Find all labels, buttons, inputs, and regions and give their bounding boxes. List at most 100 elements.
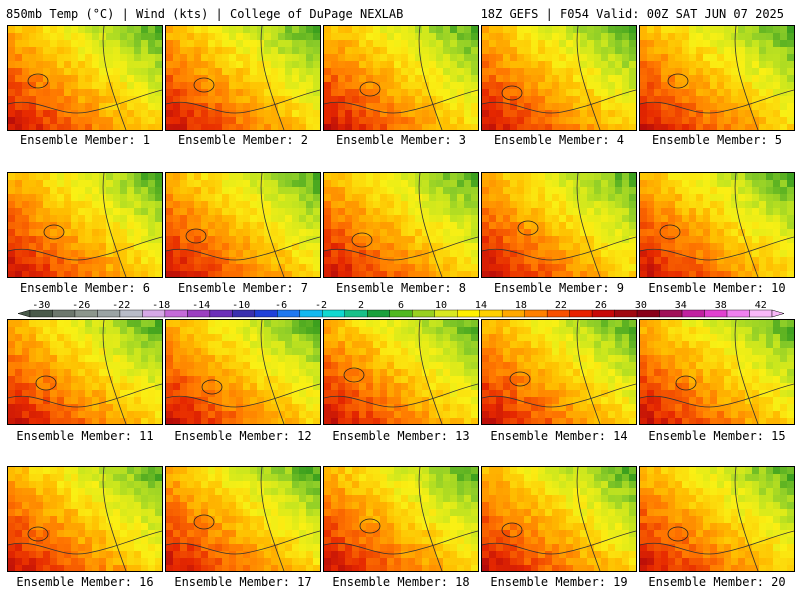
field-cell [661,327,669,335]
field-cell [166,61,174,69]
field-cell [99,103,107,111]
field-cell [661,173,669,181]
field-cell [22,187,30,195]
field-cell [661,201,669,209]
field-cell [180,229,188,237]
field-cell [78,362,86,370]
field-cell [92,257,100,265]
field-cell [622,82,630,90]
field-cell [759,397,767,405]
ensemble-member-label: Ensemble Member: 6 [19,281,151,295]
field-cell [278,40,286,48]
field-cell [71,250,79,258]
field-cell [615,418,623,424]
field-cell [352,362,360,370]
field-cell [661,264,669,272]
field-cell [250,75,258,83]
field-cell [141,89,149,97]
field-cell [215,47,223,55]
field-cell [15,208,23,216]
field-cell [166,320,174,328]
field-cell [661,320,669,328]
field-cell [43,117,51,125]
field-cell [559,376,567,384]
field-cell [580,271,588,277]
field-cell [780,397,788,405]
field-cell [201,61,209,69]
field-cell [503,82,511,90]
field-cell [278,208,286,216]
field-cell [422,110,430,118]
field-cell [141,320,149,328]
field-cell [180,341,188,349]
field-cell [373,327,381,335]
field-cell [113,376,121,384]
field-cell [531,369,539,377]
field-cell [85,383,93,391]
field-cell [264,82,272,90]
field-cell [250,173,258,181]
field-cell [22,117,30,125]
field-cell [566,229,574,237]
field-cell [710,348,718,356]
field-cell [647,390,655,398]
field-cell [264,418,272,424]
field-cell [552,75,560,83]
field-cell [464,411,472,419]
field-cell [524,96,532,104]
field-cell [436,75,444,83]
field-cell [401,201,409,209]
field-cell [580,397,588,405]
field-cell [629,236,636,244]
field-cell [299,124,307,130]
field-cell [106,68,114,76]
field-cell [92,355,100,363]
field-cell [647,26,655,34]
field-cell [292,229,300,237]
field-cell [113,418,121,424]
field-cell [647,320,655,328]
field-cell [647,110,655,118]
field-cell [306,124,314,130]
field-cell [313,271,320,277]
field-cell [710,75,718,83]
field-cell [429,404,437,412]
field-cell [489,390,497,398]
field-cell [229,397,237,405]
field-cell [141,264,149,272]
field-cell [173,362,181,370]
field-cell [264,250,272,258]
field-cell [366,201,374,209]
field-cell [229,390,237,398]
field-cell [629,418,636,424]
field-cell [180,243,188,251]
field-cell [559,187,567,195]
field-cell [566,124,574,130]
field-cell [531,82,539,90]
field-cell [559,110,567,118]
field-cell [201,180,209,188]
field-cell [201,376,209,384]
field-cell [201,243,209,251]
field-cell [373,236,381,244]
field-cell [113,383,121,391]
field-cell [257,173,265,181]
field-cell [629,383,636,391]
field-cell [759,124,767,130]
field-cell [8,117,16,125]
field-cell [180,33,188,41]
field-cell [324,243,332,251]
field-cell [36,26,44,34]
field-cell [236,243,244,251]
field-cell [29,362,37,370]
field-cell [222,33,230,41]
field-cell [222,173,230,181]
field-cell [482,376,490,384]
field-cell [696,89,704,97]
field-cell [675,208,683,216]
field-cell [429,383,437,391]
field-cell [647,96,655,104]
field-cell [36,173,44,181]
field-cell [464,33,472,41]
field-cell [264,369,272,377]
